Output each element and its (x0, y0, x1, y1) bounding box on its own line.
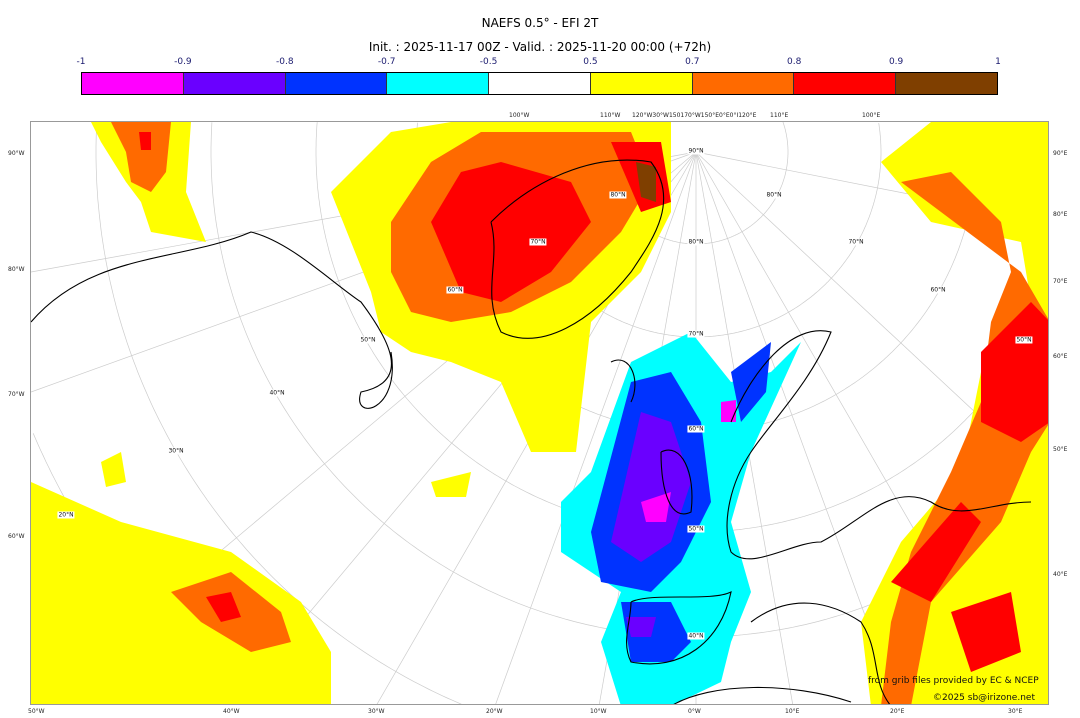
colorbar-segment (692, 73, 795, 94)
latitude-label: 70°N (847, 238, 865, 246)
latitude-label: 80°N (765, 191, 783, 199)
colorbar-segment (590, 73, 693, 94)
axis-label-right: 70°E (1053, 278, 1068, 285)
axis-label-bottom: 10°E (785, 708, 800, 715)
axis-label-bottom: 20°W (486, 708, 503, 715)
colorbar-tick-label: -0.7 (377, 57, 396, 67)
axis-label-top: 100°W (509, 112, 530, 119)
source-credit: from grib files provided by EC & NCEP (868, 676, 1039, 686)
latitude-label: 50°N (1015, 336, 1033, 344)
axis-label-left: 90°W (8, 150, 25, 157)
efi-field (31, 122, 1048, 704)
latitude-label: 80°N (687, 238, 705, 246)
colorbar-tick-label: 0.7 (685, 57, 700, 67)
colorbar-tick-label: -1 (76, 57, 86, 67)
latitude-label: 60°N (929, 286, 947, 294)
colorbar-tick-label: 1 (995, 57, 1001, 67)
latitude-circle (95, 125, 462, 704)
axis-label-left: 80°W (8, 266, 25, 273)
axis-label-right: 90°E (1053, 150, 1068, 157)
axis-label-bottom: 50°W (28, 708, 45, 715)
efi-map: 90°N 80°N 70°N 60°N 50°N 40°N 80°N 70°N 60°N 50°N… (30, 121, 1049, 705)
axis-label-bottom: 0°W (688, 708, 701, 715)
axis-label-bottom: 30°E (1008, 708, 1023, 715)
axis-label-bottom: 30°W (368, 708, 385, 715)
map-subtitle: Init. : 2025-11-17 00Z - Valid. : 2025-1… (368, 40, 712, 54)
axis-label-bottom: 10°W (590, 708, 607, 715)
colorbar-segment (285, 73, 388, 94)
axis-label-top: 100°E (862, 112, 881, 119)
colorbar-segment (82, 73, 184, 94)
colorbar-tick-label: 0.9 (888, 57, 904, 67)
latitude-label: 30°N (167, 447, 185, 455)
latitude-label: 40°N (687, 632, 705, 640)
colorbar-tick-label: -0.9 (174, 57, 192, 67)
latitude-circle (878, 123, 882, 152)
latitude-label: 60°N (687, 425, 705, 433)
latitude-label: 40°N (268, 389, 286, 397)
colorbar-segment (794, 73, 897, 94)
latitude-label: 60°N (446, 286, 464, 294)
latitude-circle (782, 122, 789, 152)
copyright-credit: ©2025 sb@irizone.net (933, 693, 1035, 703)
axis-label-right: 50°E (1053, 446, 1068, 453)
axis-label-bottom: 20°E (890, 708, 905, 715)
latitude-label: 90°N (687, 147, 705, 155)
axis-label-right: 40°E (1053, 571, 1068, 578)
colorbar-segment (183, 73, 286, 94)
latitude-label: 80°N (609, 191, 627, 199)
axis-label-right: 60°E (1053, 353, 1068, 360)
axis-label-left: 70°W (8, 391, 25, 398)
latitude-label: 70°N (529, 238, 547, 246)
colorbar-segment (896, 73, 998, 94)
map-title: NAEFS 0.5° - EFI 2T (481, 16, 599, 30)
axis-label-right: 80°E (1053, 211, 1068, 218)
colorbar-tick-label: -0.8 (275, 57, 294, 67)
colorbar (81, 72, 998, 95)
axis-label-bottom: 40°W (223, 708, 240, 715)
axis-label-top: 110°E (770, 112, 789, 119)
axis-label-top: 110°W (600, 112, 621, 119)
colorbar-segment (489, 73, 591, 94)
colorbar-tick-label: 0.8 (787, 57, 802, 67)
latitude-label: 50°N (359, 336, 377, 344)
colorbar-segment (387, 73, 490, 94)
colorbar-tick-label: 0.5 (583, 57, 598, 67)
latitude-label: 70°N (687, 330, 705, 338)
axis-label-top: 120°W30°W150170°W150°E0°E0°I120°E (632, 112, 757, 119)
axis-label-left: 60°W (8, 533, 25, 540)
coastlines (31, 159, 1032, 704)
map-canvas (31, 122, 1048, 704)
latitude-label: 20°N (57, 511, 75, 519)
colorbar-tick-label: -0.5 (479, 57, 498, 67)
latitude-label: 50°N (687, 525, 705, 533)
